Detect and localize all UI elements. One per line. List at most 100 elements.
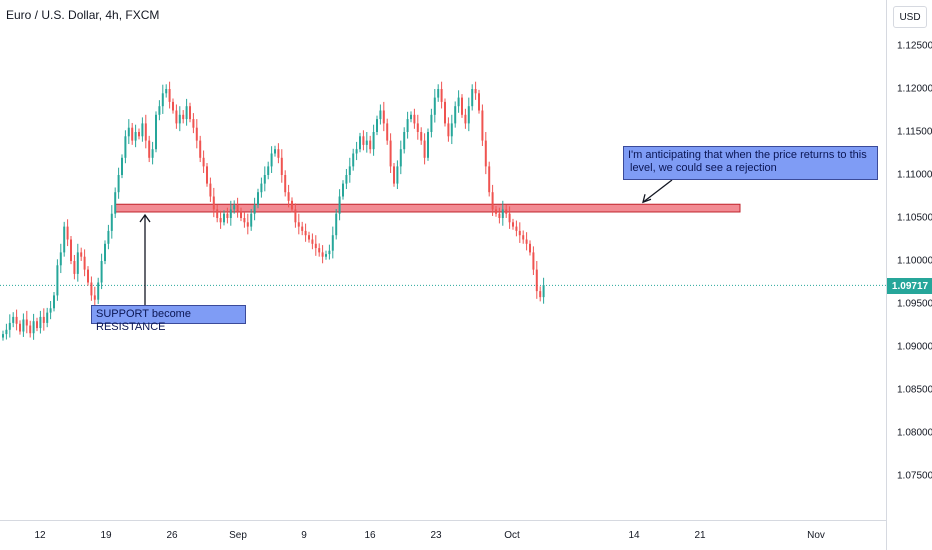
candle-body [46, 312, 49, 323]
candle-body [321, 252, 324, 257]
candle-body [539, 291, 542, 298]
candle-body [134, 132, 137, 141]
price-tick: 1.10000 [897, 255, 932, 267]
candle-body [396, 166, 399, 184]
candle-body [444, 101, 446, 124]
candle-body [270, 153, 273, 167]
note-arrowhead [642, 194, 652, 204]
candle-body [127, 127, 130, 137]
candle-body [525, 239, 528, 244]
time-tick: 21 [694, 530, 706, 541]
price-tick: 1.07500 [897, 470, 932, 482]
candle-body [512, 222, 514, 227]
candlestick-chart[interactable] [0, 0, 886, 520]
candle-body [32, 321, 35, 334]
candle-body [393, 166, 395, 184]
chart-area[interactable]: Euro / U.S. Dollar, 4h, FXCM SUPPORT bec… [0, 0, 886, 520]
support-label-text: SUPPORT become RESISTANCE [96, 308, 191, 333]
candle-body [73, 261, 76, 274]
candle-body [240, 211, 242, 218]
candle-body [382, 110, 385, 124]
candle-body [348, 166, 351, 175]
price-tick: 1.10500 [897, 212, 932, 224]
support-label: SUPPORT become RESISTANCE [91, 305, 246, 333]
candle-body [352, 153, 355, 167]
candle-body [406, 119, 409, 132]
candle-body [325, 254, 327, 257]
candle-body [161, 93, 164, 107]
time-tick: 9 [301, 530, 307, 541]
candle-body [359, 136, 361, 150]
candle-body [287, 192, 290, 201]
candle-body [484, 140, 487, 167]
candle-body [15, 316, 18, 324]
candle-body [505, 209, 508, 214]
candle-body [372, 132, 375, 150]
time-axis[interactable]: 12 19 26 Sep 9 16 23 Oct 14 21 Nov [0, 520, 886, 550]
candle-body [110, 213, 113, 231]
candle-body [471, 89, 474, 107]
candle-body [100, 261, 103, 283]
candle-body [226, 213, 229, 218]
candle-body [90, 282, 93, 296]
candle-body [168, 89, 171, 102]
price-tick: 1.11500 [897, 126, 932, 138]
candle-body [29, 325, 32, 334]
candle-body [83, 256, 86, 270]
candle-body [369, 140, 372, 150]
candle-body [430, 114, 433, 132]
candle-body [529, 243, 531, 253]
candle-body [206, 166, 208, 184]
time-tick: Oct [504, 530, 520, 541]
candle-body [151, 149, 154, 158]
candle-body [12, 316, 15, 323]
candle-body [107, 230, 110, 244]
candle-body [236, 205, 239, 212]
candle-body [229, 209, 232, 218]
candle-body [148, 140, 151, 158]
time-tick: 23 [430, 530, 442, 541]
candle-body [308, 235, 310, 240]
currency-button[interactable]: USD [893, 6, 927, 28]
candle-body [155, 114, 157, 150]
candle-body [131, 127, 134, 141]
candle-body [182, 114, 185, 120]
candle-body [195, 127, 198, 141]
candle-body [335, 213, 338, 236]
candle-body [461, 97, 463, 115]
candle-body [450, 123, 453, 137]
candle-body [250, 213, 253, 227]
candle-body [535, 269, 538, 292]
candle-body [138, 132, 140, 137]
candle-body [274, 149, 276, 154]
candle-body [277, 149, 280, 158]
candle-body [491, 192, 494, 210]
candle-body [410, 114, 412, 120]
candle-body [202, 157, 205, 167]
candle-body [114, 192, 117, 214]
candle-body [376, 119, 378, 132]
candle-body [318, 248, 321, 253]
candle-body [314, 243, 317, 249]
candle-body [399, 149, 402, 167]
price-tick: 1.09000 [897, 341, 932, 353]
candle-body [437, 89, 440, 98]
candle-body [454, 106, 457, 124]
candle-body [355, 149, 358, 154]
candle-body [124, 136, 127, 158]
resistance-zone [114, 203, 741, 213]
candle-body [178, 114, 181, 124]
price-tick: 1.08500 [897, 384, 932, 396]
candle-body [185, 106, 188, 120]
candle-body [80, 252, 83, 257]
candle-body [433, 97, 436, 115]
candle-body [447, 123, 450, 137]
candle-body [328, 250, 331, 255]
candle-body [97, 282, 100, 300]
candle-body [66, 226, 69, 240]
candle-body [304, 230, 307, 236]
candle-body [379, 110, 382, 120]
candle-body [386, 123, 389, 141]
price-axis[interactable]: USD 1.12500 1.12000 1.11500 1.11000 1.10… [886, 0, 932, 550]
candle-body [70, 239, 72, 261]
